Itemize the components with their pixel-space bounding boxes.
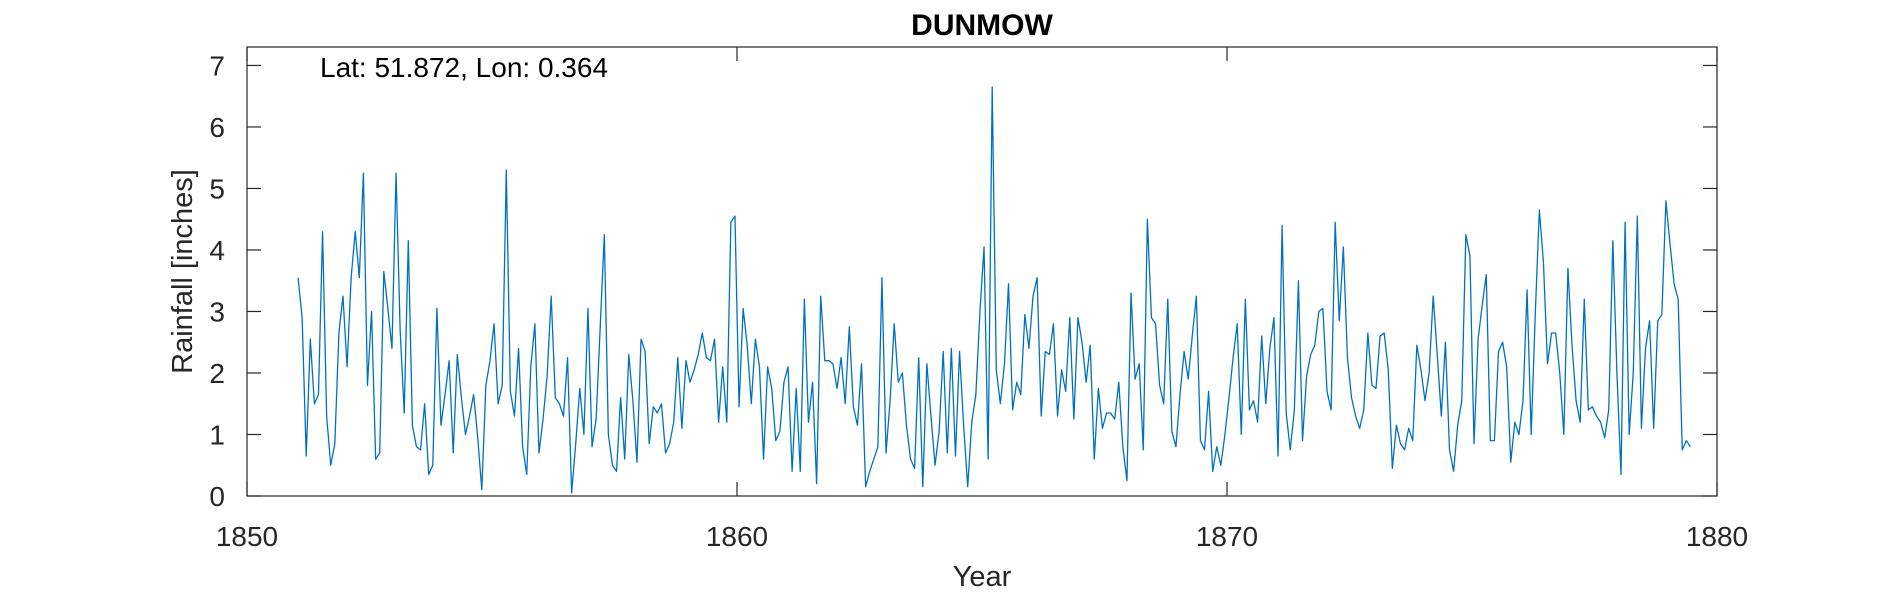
y-tick-label: 5: [209, 173, 225, 204]
x-axis-label: Year: [953, 561, 1012, 591]
y-tick-label: 4: [209, 235, 225, 266]
axis-ticks: [246, 47, 1718, 497]
y-tick-label: 6: [209, 112, 225, 143]
y-tick-label: 0: [209, 481, 225, 512]
location-annotation: Lat: 51.872, Lon: 0.364: [320, 52, 608, 83]
x-tick-label: 1870: [1196, 521, 1258, 552]
y-tick-label: 2: [209, 358, 225, 389]
x-tick-label: 1860: [706, 521, 768, 552]
axis-tick-labels: 1850 1860 1870 1880 0 1 2 3 4 5 6 7: [209, 50, 1748, 552]
y-tick-label: 3: [209, 296, 225, 327]
chart-title: DUNMOW: [911, 9, 1053, 42]
x-tick-label: 1850: [216, 521, 278, 552]
y-tick-label: 7: [209, 50, 225, 81]
x-tick-label: 1880: [1686, 521, 1748, 552]
y-tick-label: 1: [209, 419, 225, 450]
y-axis-label: Rainfall [inches]: [167, 169, 199, 374]
series-line: [297, 86, 1691, 494]
